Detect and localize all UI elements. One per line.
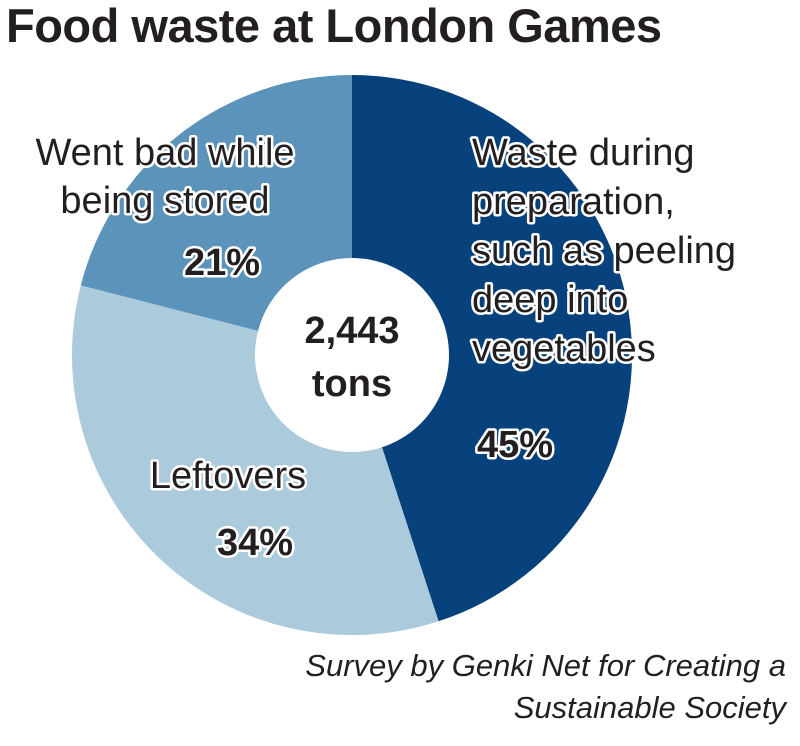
- center-total-unit: tons: [312, 363, 392, 405]
- slice-leftovers-value: 34%: [217, 522, 293, 564]
- slice-stored-label: Went bad while being stored: [35, 132, 294, 222]
- slice-leftovers-label: Leftovers: [150, 455, 306, 497]
- chart-title: Food waste at London Games: [6, 0, 662, 52]
- source-note: Survey by Genki Net for Creating a Susta…: [305, 645, 786, 729]
- slice-preparation: [352, 75, 633, 622]
- center-label: 2,443 tons: [304, 310, 399, 405]
- source-line-2: Sustainable Society: [513, 690, 786, 725]
- slice-stored: [80, 75, 352, 355]
- center-disc: [255, 258, 449, 452]
- slice-preparation-label: Waste during preparation, such as peeling d…: [472, 132, 736, 370]
- slice-labels: Waste during preparation, such as peeling d…: [33, 130, 739, 567]
- center-total-value: 2,443: [304, 310, 399, 352]
- slice-stored-value: 21%: [184, 242, 260, 284]
- slice-preparation-value: 45%: [477, 424, 553, 466]
- source-line-1: Survey by Genki Net for Creating a: [305, 648, 786, 683]
